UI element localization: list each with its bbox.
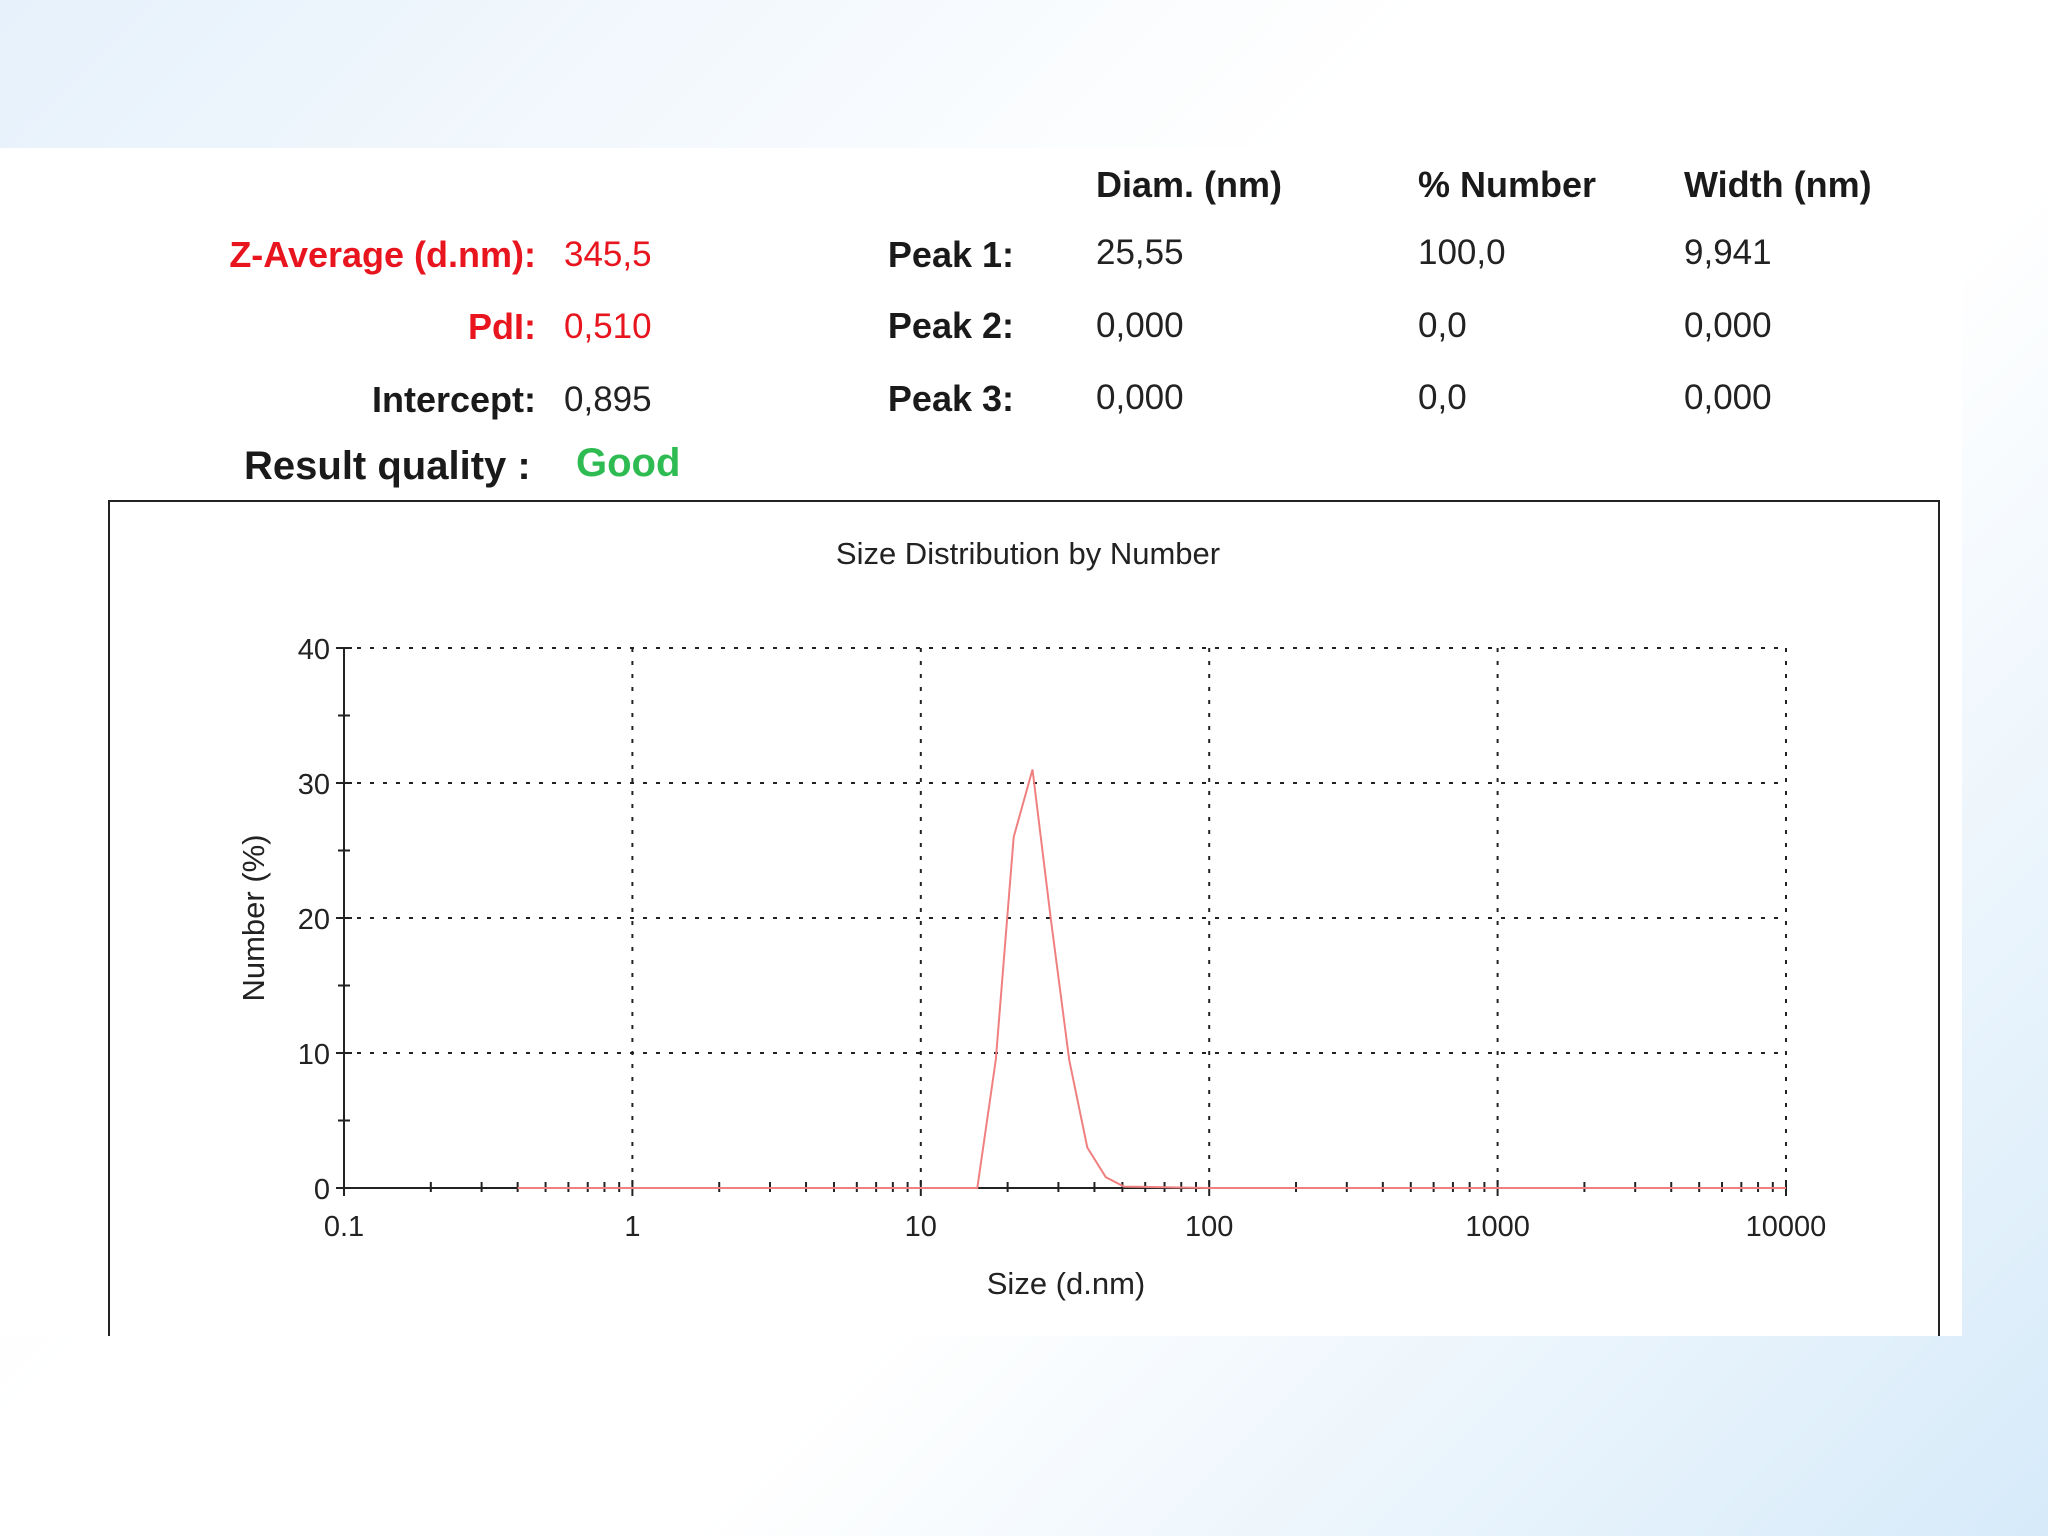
result-quality-label: Result quality : — [244, 444, 531, 488]
x-tick-label: 1000 — [1465, 1211, 1530, 1243]
size-distribution-chart: Size Distribution by Number Size (d.nm) … — [236, 536, 1827, 1301]
y-tick-label: 20 — [298, 904, 330, 936]
x-axis-label: Size (d.nm) — [987, 1266, 1145, 1301]
x-tick-label: 1 — [624, 1211, 640, 1243]
y-tick-label: 10 — [298, 1039, 330, 1071]
peak-1-label: Peak 1: — [887, 234, 1014, 275]
z-average-value: 345,5 — [564, 235, 652, 274]
peak-2-label: Peak 2: — [887, 305, 1014, 346]
x-tick-label: 10 — [905, 1211, 937, 1243]
peaks-header-diam: Diam. (nm) — [1096, 164, 1283, 205]
pdi-label: PdI: — [468, 306, 536, 347]
peak-3-label: Peak 3: — [887, 378, 1014, 419]
peak-1-number: 100,0 — [1418, 233, 1506, 272]
peak-1-diam: 25,55 — [1096, 233, 1184, 272]
chart-frame: Size Distribution by Number Size (d.nm) … — [108, 500, 1940, 1336]
distribution-series-line — [517, 769, 1786, 1189]
x-tick-label: 0.1 — [324, 1211, 364, 1243]
peaks-header-width: Width (nm) — [1684, 164, 1872, 205]
peak-2-number: 0,0 — [1418, 306, 1467, 345]
peak-1-width: 9,941 — [1684, 233, 1772, 272]
intercept-value: 0,895 — [564, 380, 652, 419]
peak-3-number: 0,0 — [1418, 378, 1467, 417]
peak-3-width: 0,000 — [1684, 378, 1772, 417]
peak-3-diam: 0,000 — [1096, 378, 1184, 417]
x-tick-label: 10000 — [1746, 1211, 1827, 1243]
y-tick-label: 30 — [298, 769, 330, 801]
peak-2-diam: 0,000 — [1096, 306, 1184, 345]
y-axis-label: Number (%) — [236, 834, 271, 1001]
z-average-label: Z-Average (d.nm): — [229, 234, 536, 275]
result-quality-value: Good — [576, 441, 681, 485]
y-tick-label: 0 — [314, 1174, 330, 1206]
peaks-header-number: % Number — [1418, 164, 1597, 205]
peak-2-width: 0,000 — [1684, 306, 1772, 345]
y-tick-label: 40 — [298, 634, 330, 666]
chart-title: Size Distribution by Number — [836, 536, 1220, 571]
intercept-label: Intercept: — [371, 379, 536, 420]
pdi-value: 0,510 — [564, 307, 652, 346]
x-tick-label: 100 — [1185, 1211, 1233, 1243]
